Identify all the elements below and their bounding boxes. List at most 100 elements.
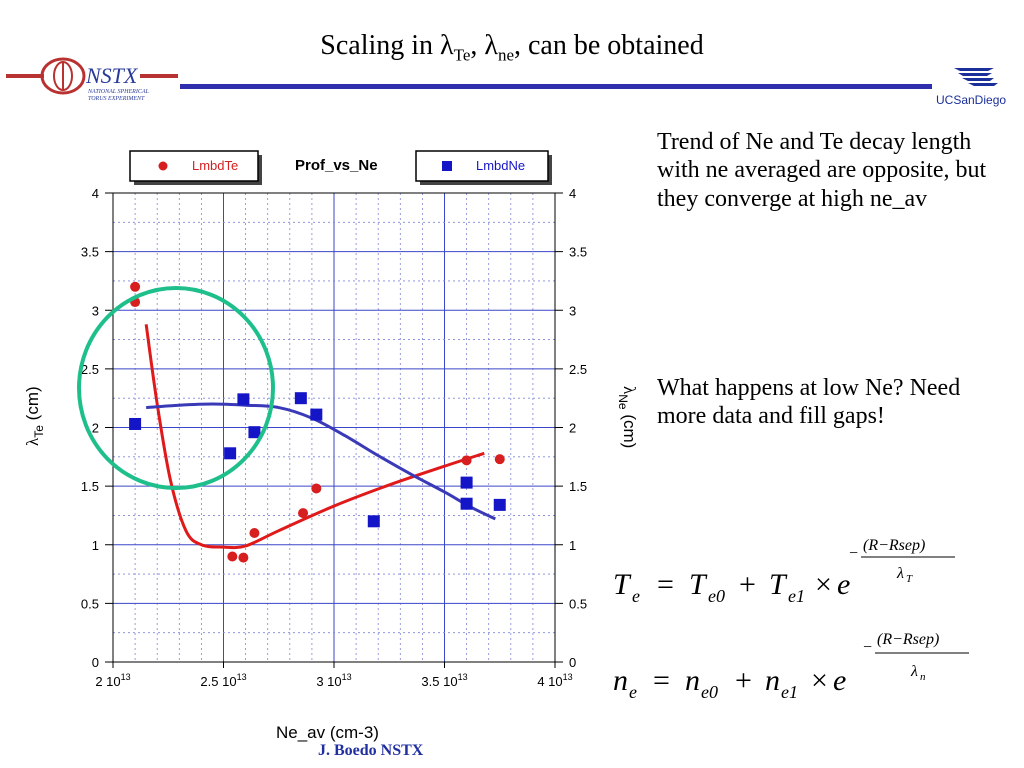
point-lmbdte xyxy=(227,551,238,562)
axis-ticks: 0 0 0.5 0.5 1 1 1.5 1.5 2 2 2.5 2.5 3 3 3.5 3.5 4 4 2 1013… xyxy=(81,186,587,689)
legend-te-label: LmbdTe xyxy=(192,158,238,173)
y-axis-label-left: λTe (cm) xyxy=(23,386,46,446)
y-tick-label-right: 2.5 xyxy=(569,362,587,377)
ne-eq-n1-sub: e1 xyxy=(781,682,798,702)
te-eq-t1: T xyxy=(769,568,788,601)
legend-te-box xyxy=(129,150,259,182)
ne-eq-lhs-sub: e xyxy=(629,682,637,702)
logo-torus-outer xyxy=(40,57,86,95)
te-eq-base: e xyxy=(837,568,850,601)
ne-eq-exp-den: λ xyxy=(910,663,918,680)
x-tick-label: 4 1013 xyxy=(537,672,572,689)
te-eq-plus: + xyxy=(739,568,756,601)
slide-title: Scaling in λTe, λne, can be obtained xyxy=(0,30,1024,66)
point-lmbdne xyxy=(294,392,307,405)
title-rest: , can be obtained xyxy=(514,30,704,61)
header-rule xyxy=(180,84,932,89)
y-tick-label-right: 2 xyxy=(569,421,576,436)
legend-te-marker xyxy=(158,161,168,171)
legend-te: LmbdTe xyxy=(129,150,262,185)
x-tick-label: 2.5 1013 xyxy=(200,672,246,689)
title-lambda-2: λ xyxy=(484,30,498,61)
ne-eq-exp-den-sub: n xyxy=(920,671,926,683)
point-lmbdne xyxy=(237,393,250,406)
point-lmbdte xyxy=(298,508,309,519)
legend-ne: LmbdNe xyxy=(415,150,552,185)
point-lmbdne xyxy=(460,476,473,489)
ne-eq-base: e xyxy=(833,664,846,697)
te-eq-t0-sub: e0 xyxy=(708,586,725,606)
x-tick-label: 2 1013 xyxy=(95,672,130,689)
y-tick-label-left: 2.5 xyxy=(81,362,99,377)
y-tick-label-right: 0 xyxy=(569,655,576,670)
y-tick-label-right: 1 xyxy=(569,538,576,553)
point-lmbdte xyxy=(130,281,141,292)
x-tick-label: 3 1013 xyxy=(316,672,351,689)
logo-nstx-line2: TORUS EXPERIMENT xyxy=(88,96,145,102)
ucsd-logo: UCSanDiego xyxy=(936,68,1006,107)
te-eq-t1-sub: e1 xyxy=(788,586,805,606)
title-text: Scaling in xyxy=(320,30,441,61)
note-question: What happens at low Ne? Need more data a… xyxy=(657,375,961,430)
y-tick-label-left: 4 xyxy=(92,186,99,201)
te-eq-exp-den-sub: T xyxy=(906,573,913,585)
x-tick-label: 3.5 1013 xyxy=(421,672,467,689)
note-trend: Trend of Ne and Te decay length with ne … xyxy=(657,129,987,212)
y-tick-label-left: 1 xyxy=(92,538,99,553)
y-tick-label-right: 0.5 xyxy=(569,596,587,611)
fit-curve-lmbdne xyxy=(146,402,496,521)
logo-nstx-text: NSTX xyxy=(85,63,139,88)
ne-eq-equals: = xyxy=(653,664,670,697)
y-tick-label-right: 3.5 xyxy=(569,245,587,260)
title-sep: , xyxy=(470,30,485,61)
logo-bar-right xyxy=(140,74,178,78)
point-lmbdne xyxy=(367,515,380,528)
nstx-logo: NSTX NATIONAL SPHERICAL TORUS EXPERIMENT xyxy=(6,57,178,102)
point-lmbdne xyxy=(310,408,323,421)
te-eq-exp-den: λ xyxy=(896,565,904,582)
ne-eq-plus: + xyxy=(735,664,752,697)
ne-eq-n0: n xyxy=(685,664,700,697)
y-tick-label-left: 3 xyxy=(92,303,99,318)
y-axis-label-right: λNe (cm) xyxy=(616,386,639,448)
y-tick-label-right: 3 xyxy=(569,303,576,318)
point-lmbdne xyxy=(460,497,473,510)
ucsd-wave-icon xyxy=(954,68,998,86)
highlight-circle xyxy=(77,286,275,490)
te-eq-lhs: T xyxy=(613,568,632,601)
point-lmbdte xyxy=(461,455,472,466)
point-lmbdte xyxy=(311,483,322,494)
legend-ne-marker xyxy=(442,161,452,171)
x-axis-label: Ne_av (cm-3) xyxy=(276,723,379,742)
te-eq-exp-num: (R−Rsep) xyxy=(863,537,925,554)
ne-eq-exp-minus: − xyxy=(863,639,872,656)
y-tick-label-left: 0 xyxy=(92,655,99,670)
te-eq-lhs-sub: e xyxy=(632,586,640,606)
te-eq-equals: = xyxy=(657,568,674,601)
ne-eq-times: × xyxy=(811,664,828,697)
ne-eq-n1: n xyxy=(765,664,780,697)
te-eq-times: × xyxy=(815,568,832,601)
ne-equation: n e = n e0 + n e1 × e − (R−Rsep) λ n xyxy=(613,631,969,702)
point-lmbdne xyxy=(129,417,142,430)
point-lmbdte xyxy=(249,528,260,539)
legend-ne-label: LmbdNe xyxy=(476,158,525,173)
logo-nstx-line1: NATIONAL SPHERICAL xyxy=(87,89,150,95)
point-lmbdne xyxy=(248,426,261,439)
y-tick-label-right: 4 xyxy=(569,186,576,201)
fit-curves xyxy=(144,324,496,550)
point-lmbdne xyxy=(493,498,506,511)
title-sub-te: Te xyxy=(453,45,471,65)
te-equation: T e = T e0 + T e1 × e − (R−Rsep) λ T xyxy=(613,537,955,606)
logo-bar-left xyxy=(6,74,44,78)
point-lmbdne xyxy=(224,447,237,460)
y-tick-label-right: 1.5 xyxy=(569,479,587,494)
y-tick-label-left: 0.5 xyxy=(81,596,99,611)
te-eq-t0: T xyxy=(689,568,708,601)
fit-curve-lmbdte xyxy=(144,324,485,550)
te-eq-exp-minus: − xyxy=(849,545,858,562)
title-lambda-1: λ xyxy=(440,30,454,61)
y-tick-label-left: 2 xyxy=(92,421,99,436)
data-points xyxy=(129,281,506,563)
